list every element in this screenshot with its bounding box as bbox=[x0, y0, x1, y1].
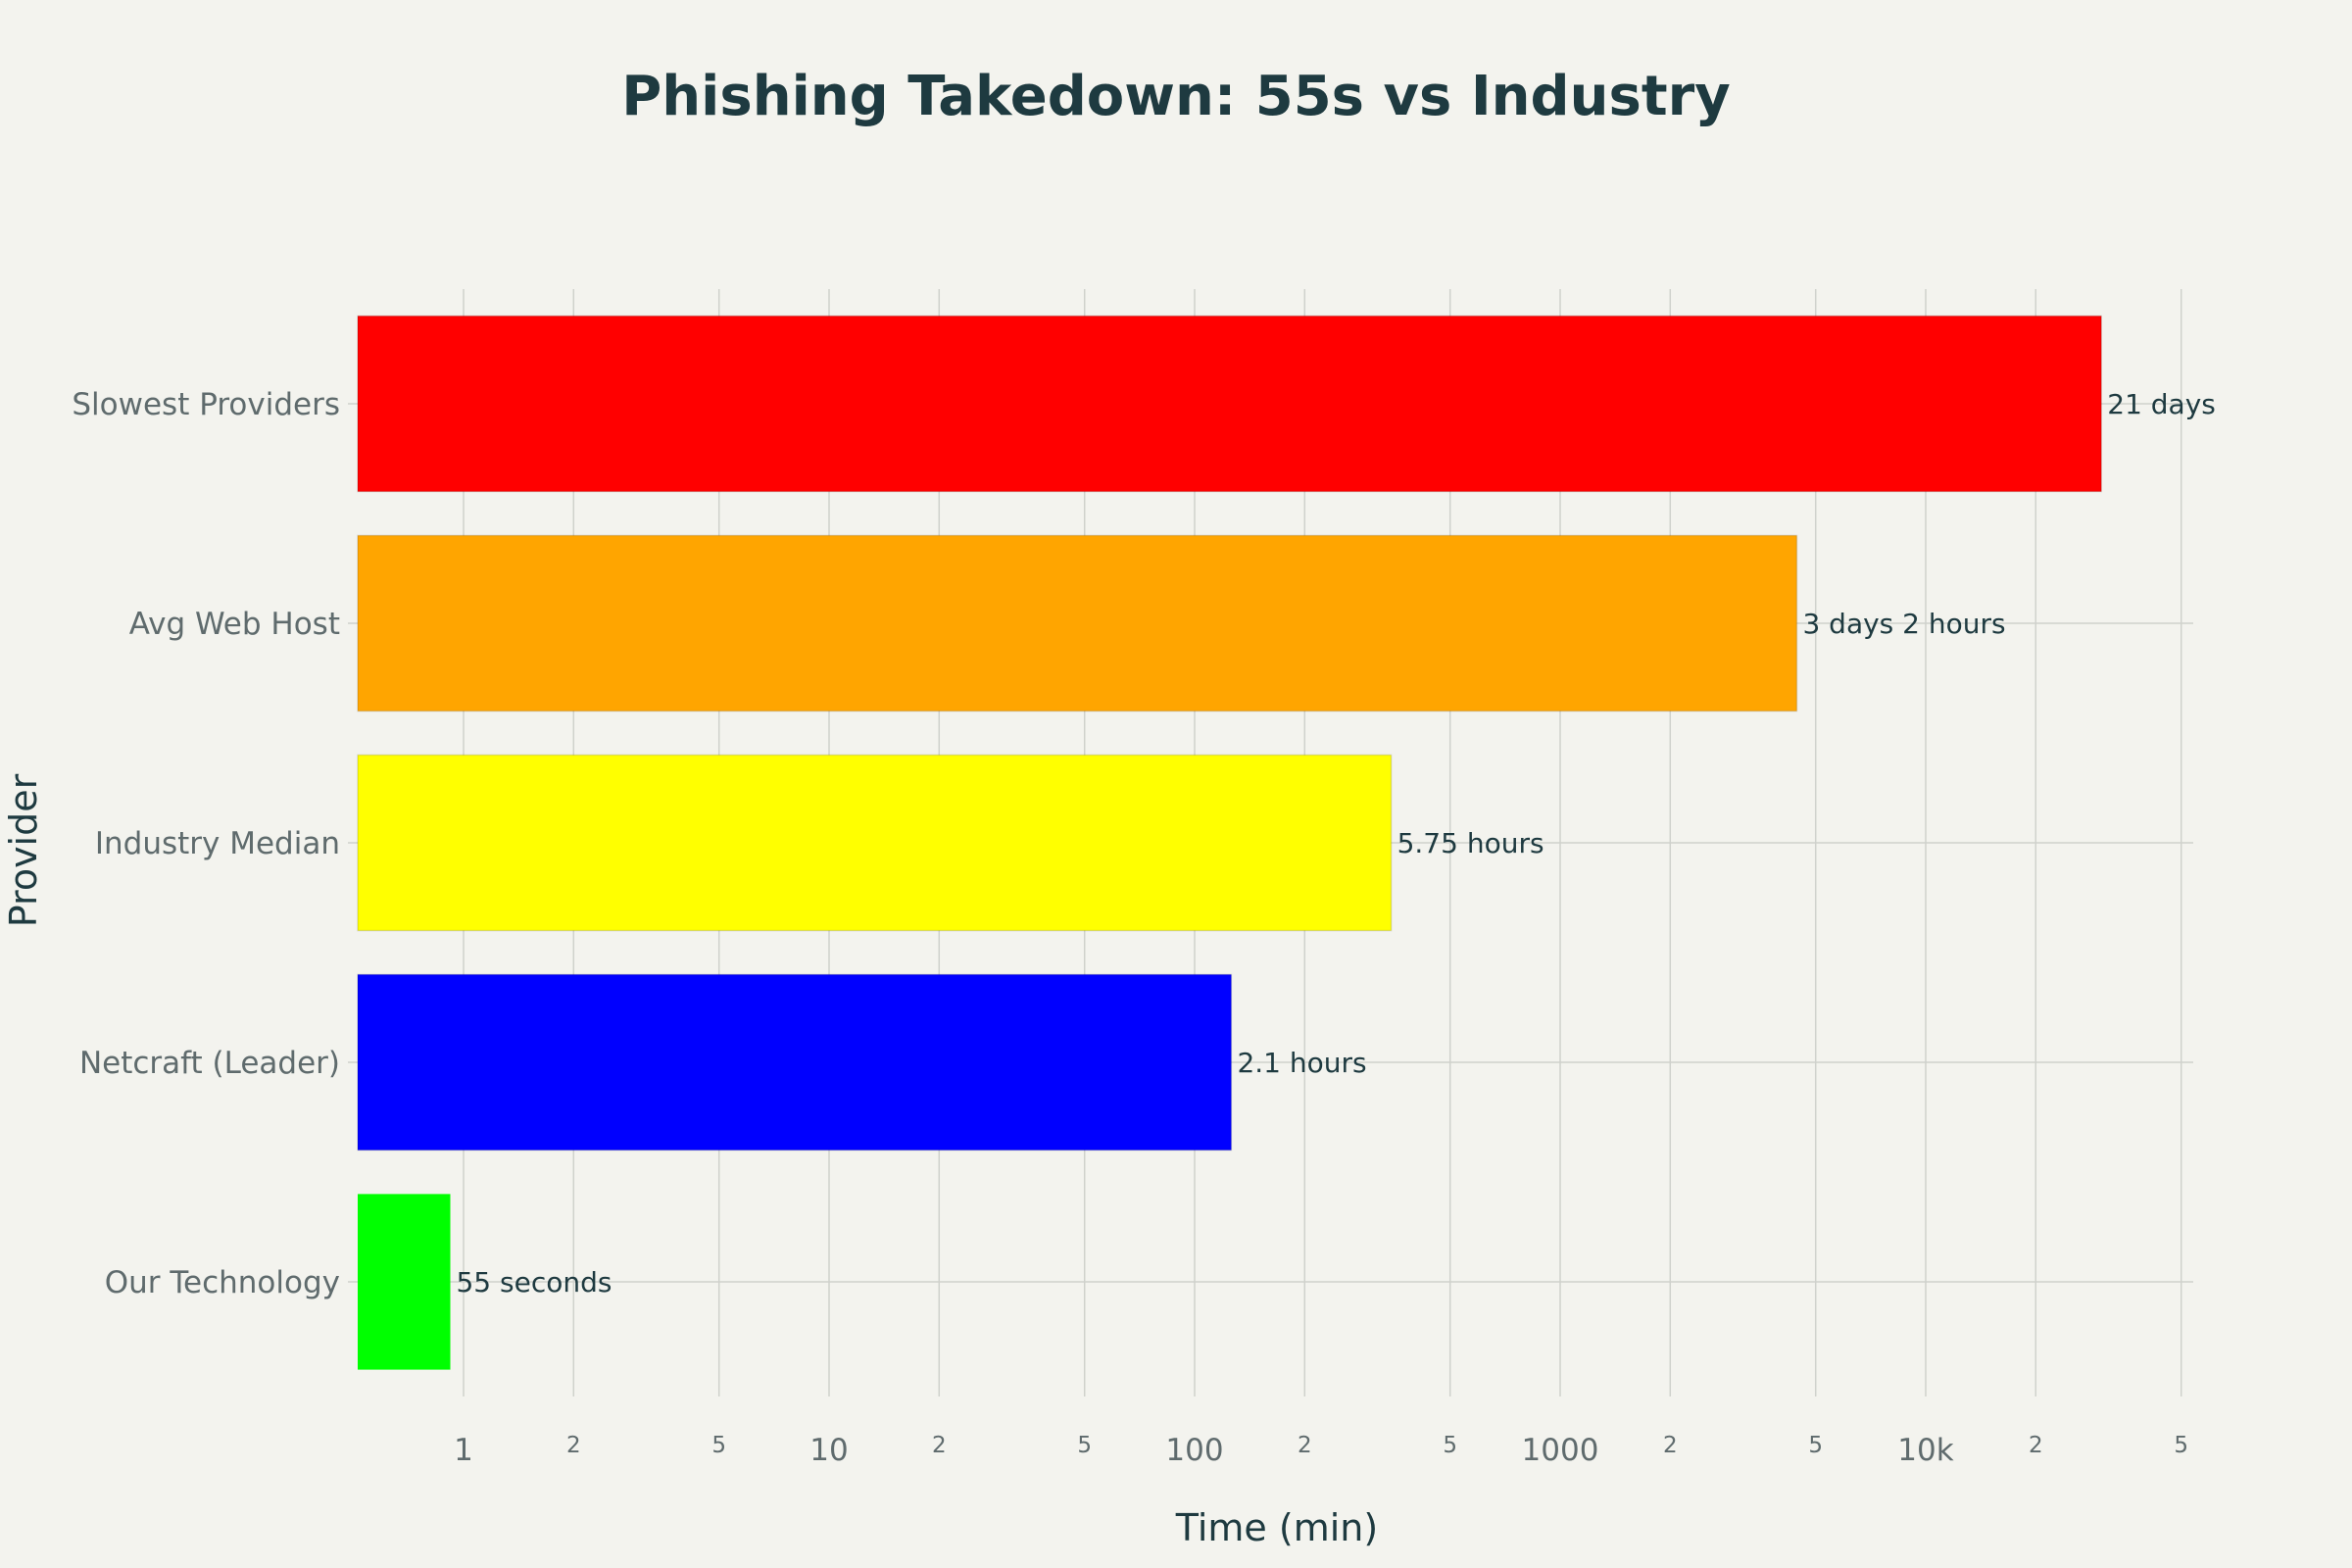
x-tick-label: 2 bbox=[1663, 1433, 1678, 1458]
bar-data-label: 55 seconds bbox=[456, 1266, 612, 1298]
bar bbox=[358, 1194, 451, 1370]
bar-data-label: 21 days bbox=[2107, 388, 2216, 420]
x-axis-title: Time (min) bbox=[1175, 1506, 1378, 1549]
bar-data-label: 3 days 2 hours bbox=[1802, 608, 2005, 640]
x-tick-label: 5 bbox=[1443, 1433, 1457, 1458]
bar bbox=[357, 315, 2103, 493]
x-tick-label: 5 bbox=[2174, 1433, 2188, 1458]
x-tick-label: 5 bbox=[1077, 1433, 1092, 1458]
x-tick-label: 5 bbox=[1808, 1433, 1823, 1458]
bars bbox=[357, 315, 2103, 1370]
y-category-label: Avg Web Host bbox=[129, 607, 340, 642]
x-tick-label: 2 bbox=[932, 1433, 947, 1458]
y-category-label: Slowest Providers bbox=[72, 387, 340, 422]
bar bbox=[357, 973, 1233, 1152]
data-labels: 55 seconds 2.1 hours 5.75 hours 3 days 2 ho… bbox=[456, 388, 2215, 1298]
y-axis-title: Provider bbox=[2, 773, 45, 927]
x-tick-label: 1000 bbox=[1522, 1433, 1599, 1468]
x-tick-label: 100 bbox=[1165, 1433, 1223, 1468]
bar bbox=[357, 534, 1798, 712]
x-tick-label: 2 bbox=[2029, 1433, 2043, 1458]
y-axis-category-labels: Our Technology Netcraft (Leader) Industry … bbox=[72, 387, 340, 1300]
x-tick-label: 10k bbox=[1897, 1433, 1953, 1468]
y-category-label: Netcraft (Leader) bbox=[79, 1046, 340, 1081]
x-tick-label: 2 bbox=[566, 1433, 581, 1458]
x-tick-label: 1 bbox=[454, 1433, 473, 1468]
x-tick-label: 5 bbox=[711, 1433, 726, 1458]
bar bbox=[357, 754, 1393, 932]
x-axis-ticks: 1 2 5 10 2 5 100 2 5 1000 2 5 10k 2 5 bbox=[454, 1433, 2188, 1468]
x-tick-label: 10 bbox=[809, 1433, 848, 1468]
bar-data-label: 5.75 hours bbox=[1397, 827, 1544, 859]
x-tick-label: 2 bbox=[1298, 1433, 1312, 1458]
y-category-label: Our Technology bbox=[105, 1265, 340, 1300]
chart-title: Phishing Takedown: 55s vs Industry bbox=[621, 65, 1730, 128]
y-category-label: Industry Median bbox=[95, 826, 340, 861]
bar-data-label: 2.1 hours bbox=[1237, 1047, 1366, 1079]
